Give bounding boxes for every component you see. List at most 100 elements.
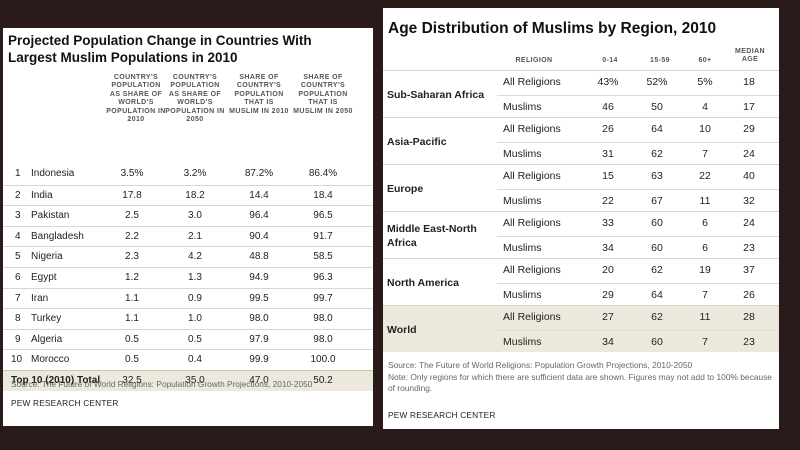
row-value: 64 [651, 123, 663, 135]
row-value: 10 [699, 123, 711, 135]
region-group: Asia-Pacific All Religions 26 64 10 29 Muslims… [383, 117, 779, 164]
total-value: 47.0 [249, 374, 269, 386]
row-rank: 6 [15, 271, 21, 283]
left-org-credit: PEW RESEARCH CENTER [11, 398, 119, 408]
region-group: Middle East-North Africa All Religions 33 6… [383, 211, 779, 258]
table-row: All Religions 15 63 22 40 [497, 165, 779, 189]
left-table-header: Country's population as share of world's… [3, 74, 373, 162]
row-value: 34 [602, 335, 614, 348]
row-value: 32 [743, 194, 755, 207]
row-value: 5% [697, 76, 713, 88]
row-value: 7 [702, 335, 708, 348]
row-country: Morocco [31, 354, 70, 366]
row-value: 6 [702, 217, 708, 229]
row-value: 18.4 [313, 189, 333, 201]
row-rank: 10 [11, 354, 23, 366]
row-value: 4 [702, 100, 708, 113]
region-label: Europe [387, 182, 424, 195]
row-value: 0.5 [125, 333, 139, 345]
row-religion: All Religions [503, 170, 561, 182]
row-value: 23 [743, 241, 755, 254]
row-religion: Muslims [503, 288, 542, 301]
row-value: 14.4 [249, 189, 269, 201]
row-value: 87.2% [244, 168, 274, 179]
row-value: 24 [743, 217, 755, 229]
row-value: 62 [651, 311, 663, 323]
table-row: Muslims 29 64 7 26 [497, 282, 779, 307]
row-rank: 8 [15, 313, 21, 325]
row-religion: Muslims [503, 194, 542, 207]
table-row: 6 Egypt 1.2 1.3 94.9 96.3 [3, 266, 373, 288]
right-table-title: Age Distribution of Muslims by Region, 2… [388, 20, 717, 37]
row-religion: All Religions [503, 217, 561, 229]
row-value: 3.2% [183, 168, 207, 179]
row-value: 0.9 [188, 292, 202, 304]
column-header-muslim-2050: Share of country's population that is Mu… [293, 74, 353, 115]
row-value: 22 [602, 194, 614, 207]
region-label: World [387, 323, 417, 336]
table-row: Muslims 34 60 6 23 [497, 235, 779, 260]
row-country: Iran [31, 292, 49, 304]
table-row: 10 Morocco 0.5 0.4 99.9 100.0 [3, 349, 373, 370]
row-country: Egypt [31, 271, 57, 283]
row-value: 26 [743, 288, 755, 301]
row-rank: 5 [15, 251, 21, 263]
row-country: India [31, 189, 53, 201]
row-value: 62 [651, 147, 663, 160]
row-value: 2.1 [188, 230, 202, 242]
column-header-religion: Religion [515, 57, 553, 64]
row-religion: All Religions [503, 123, 561, 135]
right-table-header: Religion 0-14 15-59 60+ Median age [383, 46, 779, 76]
row-value: 17 [743, 100, 755, 113]
row-value: 7 [702, 288, 708, 301]
row-value: 40 [743, 170, 755, 182]
region-label: North America [387, 276, 459, 289]
row-value: 7 [702, 147, 708, 160]
row-country: Bangladesh [31, 230, 84, 242]
row-value: 17.8 [122, 189, 142, 201]
row-country: Pakistan [31, 210, 70, 222]
left-table-body: 1 Indonesia 3.5% 3.2% 87.2% 86.4% 2 Indi… [3, 164, 373, 391]
row-value: 58.5 [313, 251, 333, 263]
table-row: Muslims 34 60 7 23 [497, 329, 779, 354]
row-value: 31 [602, 147, 614, 160]
row-rank: 4 [15, 230, 21, 242]
total-label: Top 10 (2010) Total [11, 374, 101, 386]
row-value: 90.4 [249, 230, 269, 242]
age-distribution-table-panel: Age Distribution of Muslims by Region, 2… [383, 8, 779, 429]
column-header-median-age: Median age [734, 48, 765, 64]
row-value: 91.7 [313, 230, 333, 242]
row-value: 63 [651, 170, 663, 182]
row-value: 94.9 [249, 271, 269, 283]
row-value: 60 [651, 241, 663, 254]
table-row: Muslims 22 67 11 32 [497, 188, 779, 213]
region-group: Europe All Religions 15 63 22 40 Muslims 22 67 11… [383, 164, 779, 211]
row-value: 99.5 [249, 292, 269, 304]
row-value: 98.0 [249, 313, 269, 325]
row-value: 37 [743, 264, 755, 276]
left-source-note: Source: The Future of World Religions: P… [11, 379, 313, 389]
right-table-body: Sub-Saharan Africa All Religions 43% 52% 5% 1… [383, 70, 779, 352]
row-value: 1.1 [125, 292, 139, 304]
row-value: 29 [602, 288, 614, 301]
table-row: All Religions 43% 52% 5% 18 [497, 71, 779, 95]
right-note-text: Note: Only regions for which there are s… [388, 371, 772, 394]
row-country: Turkey [31, 313, 62, 325]
row-value: 0.5 [188, 333, 202, 345]
row-value: 18.2 [185, 189, 205, 201]
row-value: 6 [702, 241, 708, 254]
row-value: 98.0 [313, 313, 333, 325]
column-header-share-2010: Country's population as share of world's… [106, 74, 166, 124]
table-row: 1 Indonesia 3.5% 3.2% 87.2% 86.4% [3, 164, 373, 185]
row-religion: Muslims [503, 100, 542, 113]
left-table-title: Projected Population Change in Countries… [8, 33, 312, 65]
row-value: 67 [651, 194, 663, 207]
column-header-muslim-2010: Share of country's population that is Mu… [229, 74, 289, 115]
row-religion: Muslims [503, 241, 542, 254]
column-header-15-59: 15-59 [650, 57, 670, 64]
row-rank: 1 [15, 168, 21, 179]
row-religion: Muslims [503, 147, 542, 160]
row-religion: All Religions [503, 76, 561, 88]
row-value: 3.0 [188, 210, 202, 222]
row-value: 23 [743, 335, 755, 348]
